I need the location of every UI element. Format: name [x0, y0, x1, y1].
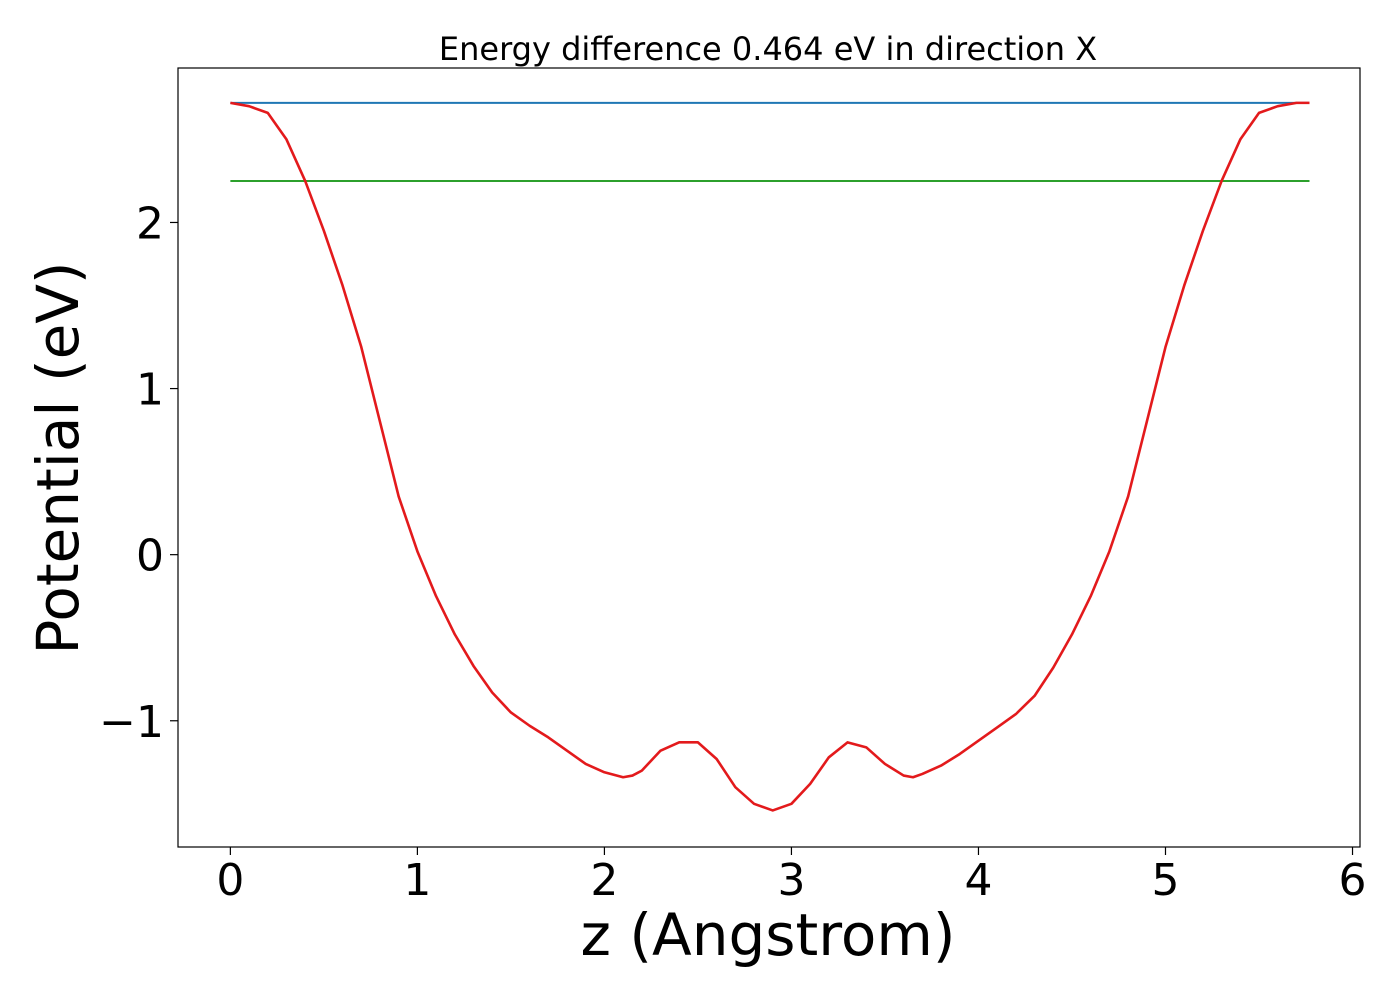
series-line-red — [230, 101, 1310, 812]
x-tick-label: 3 — [777, 855, 805, 906]
x-tick-label: 5 — [1151, 855, 1179, 906]
y-tick-label: −1 — [99, 697, 164, 748]
plot-lines — [230, 101, 1310, 812]
plot-frame — [177, 67, 1361, 848]
y-tick-label: 0 — [136, 531, 164, 582]
x-axis-ticks: 0 1 2 3 4 5 6 — [216, 847, 1367, 906]
x-tick-label: 4 — [964, 855, 992, 906]
y-tick-label: 1 — [136, 365, 164, 416]
x-tick-label: 2 — [590, 855, 618, 906]
x-tick-label: 1 — [403, 855, 431, 906]
y-axis-ticks: −1 0 1 2 — [99, 198, 178, 748]
x-axis-label: z (Angstrom) — [581, 901, 956, 969]
y-tick-label: 2 — [136, 198, 164, 249]
y-axis-label: Potential (eV) — [24, 261, 92, 654]
chart-title: Energy difference 0.464 eV in direction … — [439, 30, 1097, 68]
x-tick-label: 0 — [216, 855, 244, 906]
x-tick-label: 6 — [1339, 855, 1367, 906]
